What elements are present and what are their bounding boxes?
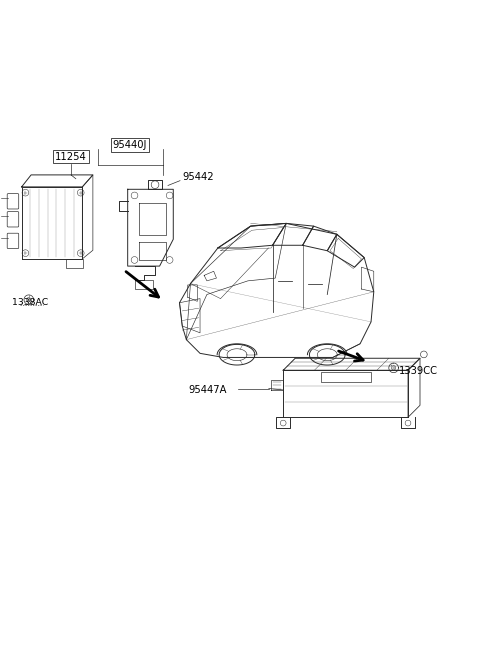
Text: 1338AC: 1338AC [12, 298, 48, 307]
Text: 95440J: 95440J [112, 140, 147, 150]
Text: ·: · [20, 302, 22, 306]
Bar [66, 259, 83, 267]
Text: 95442: 95442 [182, 172, 214, 182]
Text: 1339CC: 1339CC [399, 366, 438, 376]
Bar [321, 372, 371, 382]
Text: 95447A: 95447A [188, 385, 227, 395]
Bar [134, 280, 153, 289]
Text: 11254: 11254 [55, 152, 87, 162]
